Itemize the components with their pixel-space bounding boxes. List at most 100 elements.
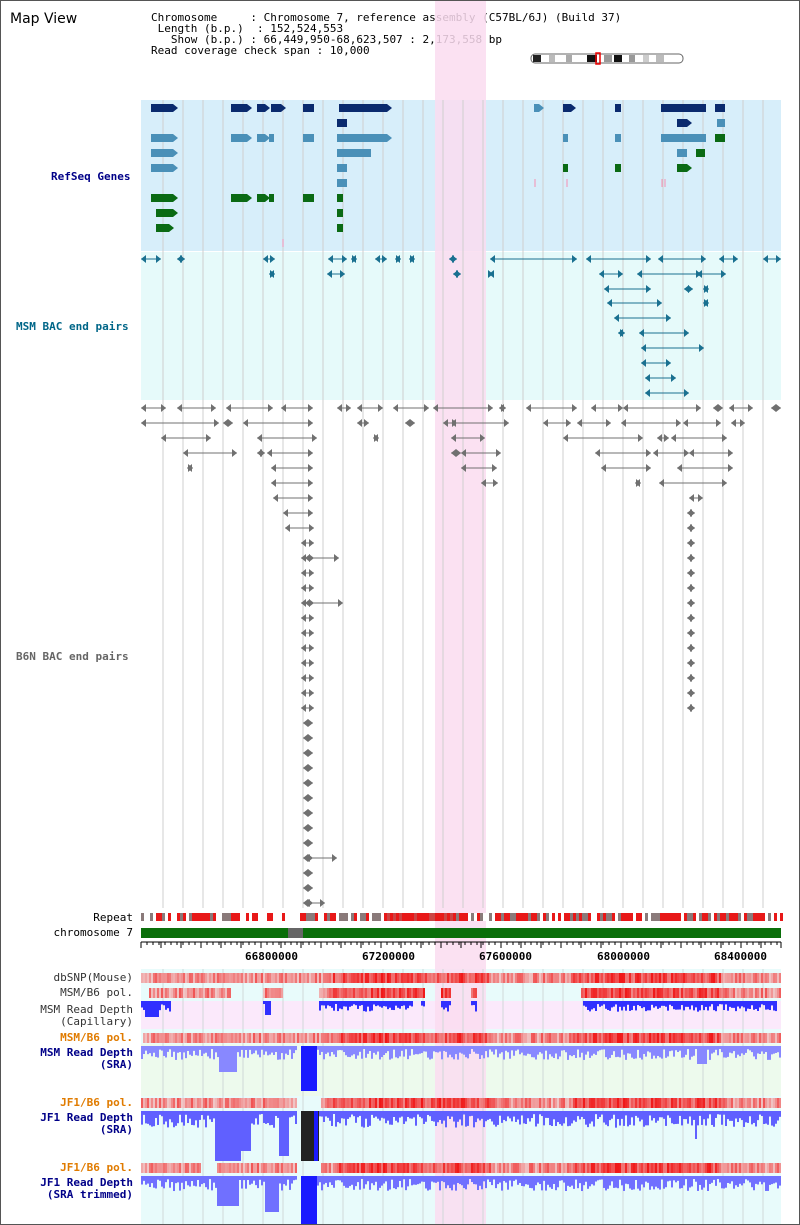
track-label-jf1-pol-2: JF1/B6 pol. (60, 1162, 133, 1174)
msm-pol2-cell (177, 1033, 179, 1043)
jf1-pol-cell (717, 1098, 719, 1108)
jf1-pol-cell (719, 1098, 721, 1108)
jf1-pol-cell (517, 1098, 519, 1108)
jf1-pol-cell (759, 1098, 761, 1108)
jf1-pol-cell (365, 1098, 367, 1108)
msm-pol-cell (159, 988, 161, 998)
bac-end-marker (308, 749, 313, 757)
msm-pol2-cell (751, 1033, 753, 1043)
jf1-trim-depth-bar (407, 1176, 409, 1186)
msm-pol-cell (777, 988, 779, 998)
msm-pol-cell (389, 988, 391, 998)
repeat-block (180, 913, 183, 921)
jf1-pol-cell (163, 1098, 165, 1108)
msm-cap-depth-bar (733, 1001, 735, 1008)
jf1-pol-cell (221, 1098, 223, 1108)
msm-pol2-cell (153, 1033, 155, 1043)
msm-sra-depth-bar (351, 1046, 353, 1055)
bac-end-marker (308, 809, 313, 817)
msm-pol-cell (729, 988, 731, 998)
ideogram-band (604, 55, 612, 62)
jf1-pol2-cell (327, 1163, 329, 1173)
jf1-depth-bar (595, 1111, 597, 1114)
msm-pol-cell (367, 988, 369, 998)
msm-pol2-cell (439, 1033, 441, 1043)
jf1-depth-bar (175, 1111, 177, 1126)
msm-sra-depth-bar (767, 1046, 769, 1060)
jf1-pol2-cell (379, 1163, 381, 1173)
msm-cap-depth-bar (679, 1001, 681, 1010)
msm-sra-depth-bar (589, 1046, 591, 1058)
repeat-block (372, 913, 375, 921)
jf1-depth-bar (695, 1111, 697, 1139)
jf1-pol-cell (611, 1098, 613, 1108)
msm-sra-depth-bar (151, 1046, 153, 1056)
jf1-pol-cell (151, 1098, 153, 1108)
jf1-trim-depth-bar (345, 1176, 347, 1188)
jf1-pol2-cell (403, 1163, 405, 1173)
dbsnp-cell (207, 973, 209, 983)
jf1-trim-depth-bar (703, 1176, 705, 1188)
msm-sra-depth-bar (265, 1046, 267, 1051)
msm-sra-depth-bar (759, 1046, 761, 1054)
msm-sra-depth-bar (597, 1046, 599, 1051)
jf1-trim-depth-bar (415, 1176, 417, 1185)
repeat-block (465, 913, 468, 921)
gene-exon (271, 104, 281, 112)
dbsnp-cell (571, 973, 573, 983)
dbsnp-cell (701, 973, 703, 983)
msm-pol-cell (161, 988, 163, 998)
msm-pol2-cell (359, 1033, 361, 1043)
jf1-depth-bar (263, 1111, 265, 1123)
repeat-block (321, 913, 324, 921)
track-label-refseq[interactable]: RefSeq Genes (51, 170, 130, 183)
jf1-pol-cell (627, 1098, 629, 1108)
jf1-trim-depth-bar (545, 1176, 547, 1191)
msm-pol-cell (359, 988, 361, 998)
msm-pol2-cell (221, 1033, 223, 1043)
jf1-pol2-cell (431, 1163, 433, 1173)
msm-pol-cell (475, 988, 477, 998)
bac-end-marker (690, 509, 695, 517)
jf1-depth-bar (657, 1111, 659, 1121)
msm-pol-cell (447, 988, 449, 998)
msm-sra-depth-bar (471, 1046, 473, 1049)
msm-pol-cell (725, 988, 727, 998)
msm-pol2-cell (565, 1033, 567, 1043)
jf1-pol2-cell (221, 1163, 223, 1173)
dbsnp-cell (451, 973, 453, 983)
jf1-pol-cell (563, 1098, 565, 1108)
msm-pol2-cell (427, 1033, 429, 1043)
msm-sra-depth-bar (229, 1046, 231, 1072)
msm-sra-depth-bar (367, 1046, 369, 1054)
msm-pol-cell (421, 988, 423, 998)
dbsnp-cell (325, 973, 327, 983)
jf1-pol-cell (263, 1098, 265, 1108)
repeat-block (234, 913, 237, 921)
msm-cap-depth-bar (747, 1001, 749, 1009)
track-label-b6n-bac[interactable]: B6N BAC end pairs (16, 650, 129, 663)
msm-sra-depth-bar (345, 1046, 347, 1055)
repeat-block (204, 913, 207, 921)
jf1-pol-cell (715, 1098, 717, 1108)
jf1-depth-bar (349, 1111, 351, 1117)
track-label-msm-bac[interactable]: MSM BAC end pairs (16, 320, 129, 333)
jf1-trim-depth-bar (397, 1176, 399, 1187)
jf1-trimmed-line2: (SRA trimmed) (40, 1189, 133, 1201)
repeat-block (768, 913, 771, 921)
dbsnp-cell (257, 973, 259, 983)
msm-pol-cell (639, 988, 641, 998)
msm-sra-depth-bar (199, 1046, 201, 1050)
msm-sra-depth-bar (719, 1046, 721, 1049)
dbsnp-cell (383, 973, 385, 983)
msm-pol-cell (689, 988, 691, 998)
repeat-block (417, 913, 420, 921)
jf1-depth-bar (565, 1111, 567, 1117)
msm-cap-depth-bar (373, 1001, 375, 1004)
dbsnp-cell (685, 973, 687, 983)
jf1-depth-bar (729, 1111, 731, 1121)
bac-end-marker (690, 674, 695, 682)
msm-pol2-cell (231, 1033, 233, 1043)
jf1-trim-depth-bar (325, 1176, 327, 1183)
jf1-pol-cell (457, 1098, 459, 1108)
